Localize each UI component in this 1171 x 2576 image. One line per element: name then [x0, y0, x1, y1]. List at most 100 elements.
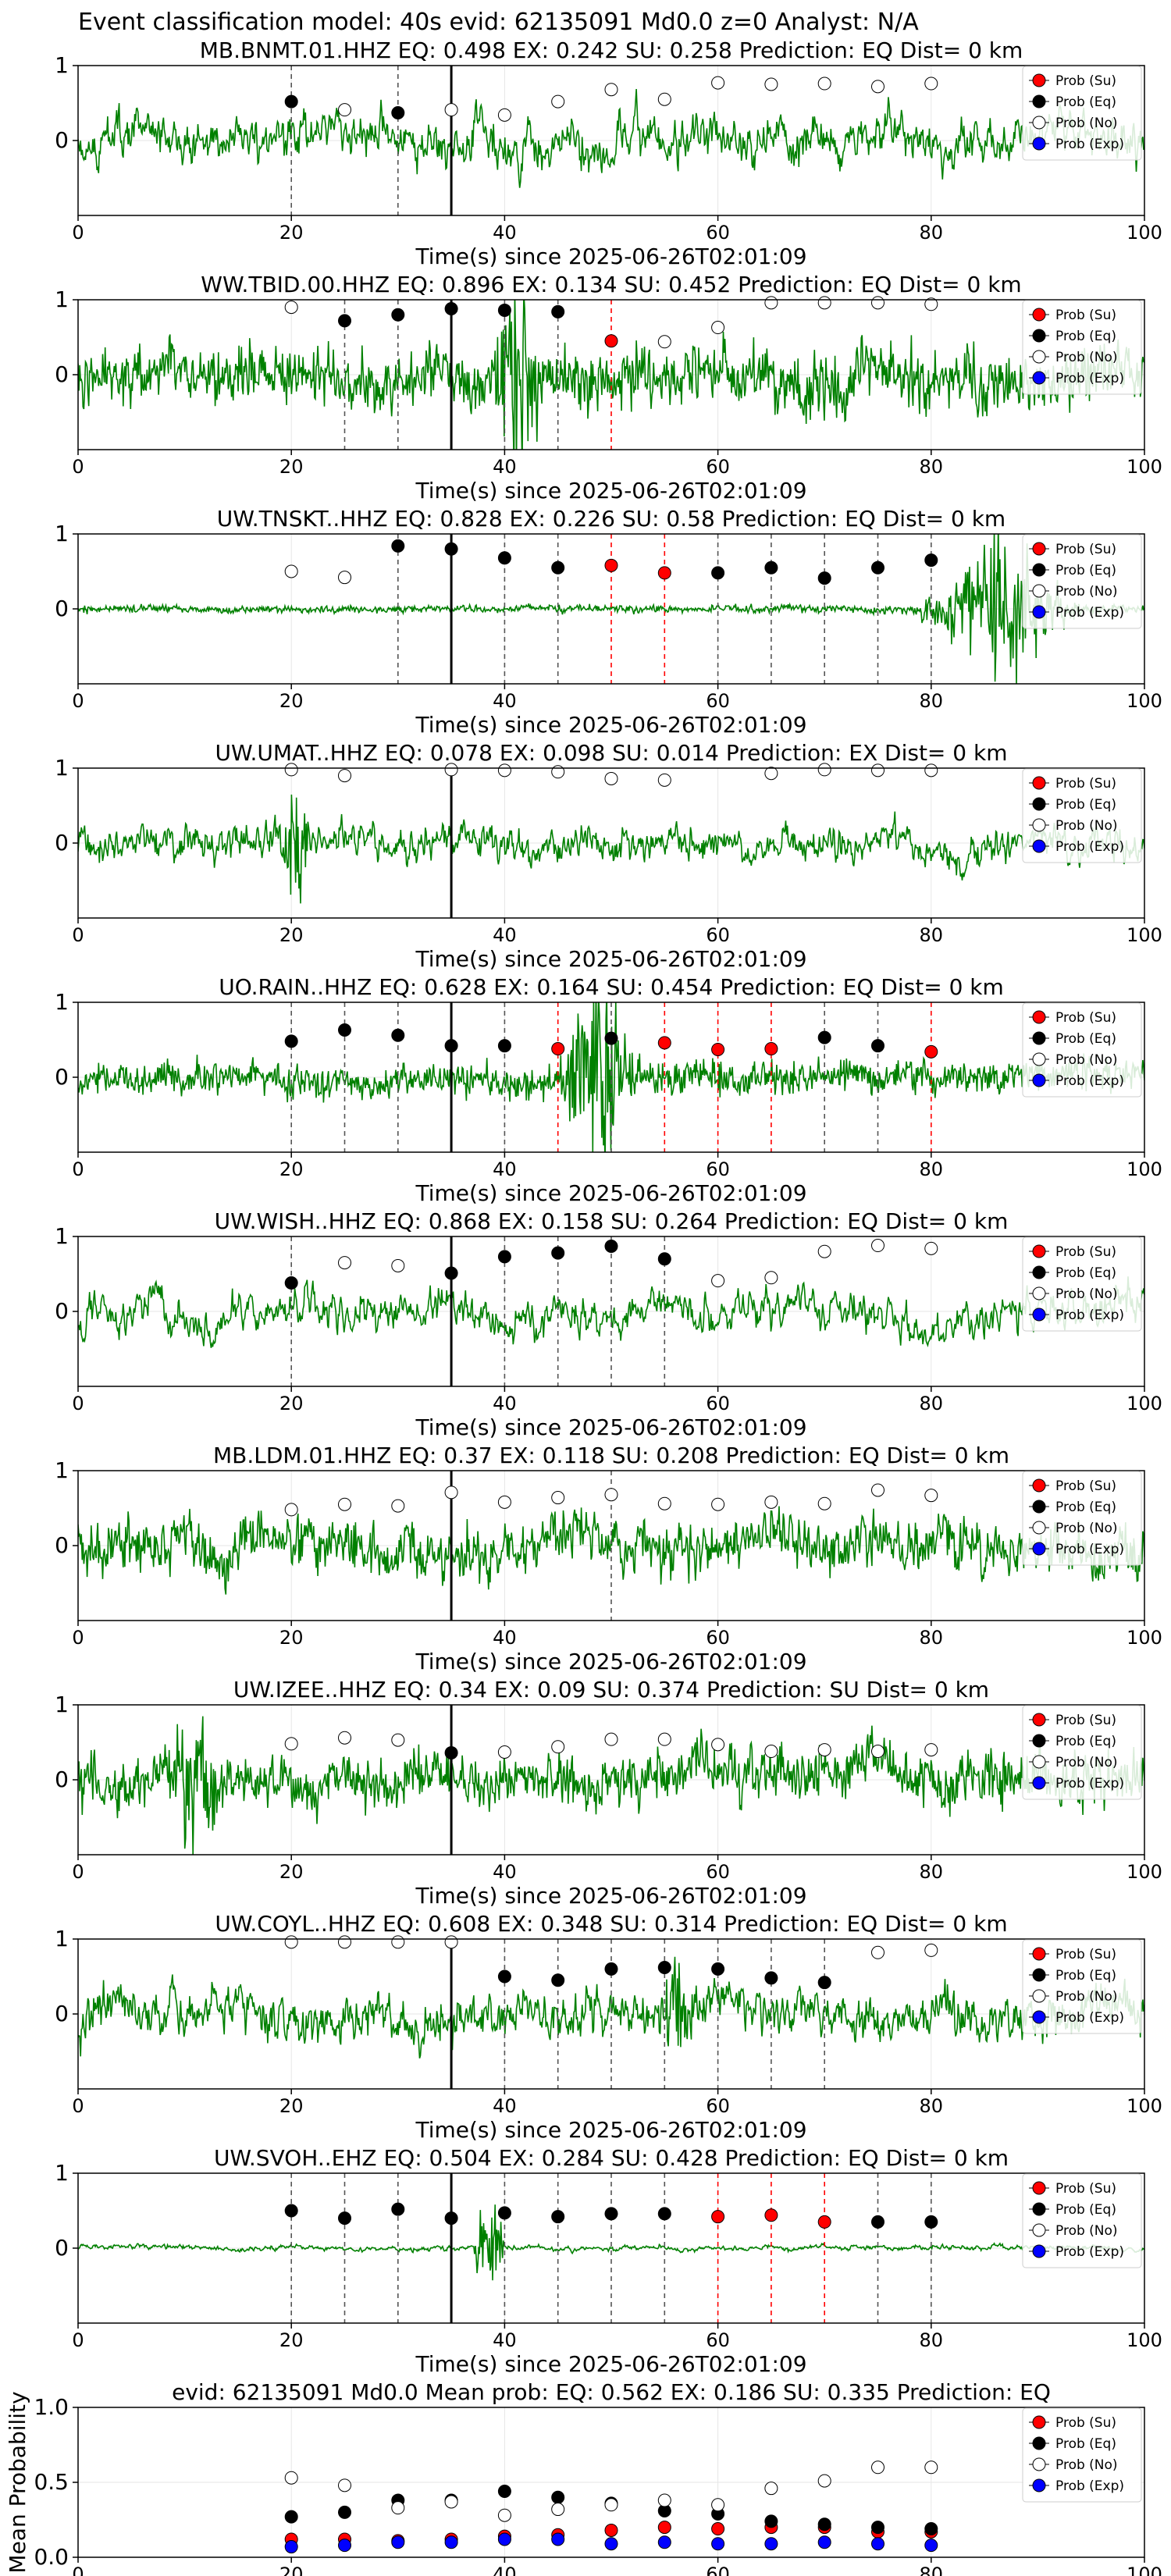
y-axis-label: Mean Probability — [5, 2391, 30, 2573]
marker-no — [764, 767, 778, 781]
y-tick-label: 1 — [55, 1926, 69, 1952]
marker-eq — [711, 566, 725, 580]
x-tick-label: 100 — [1127, 222, 1162, 244]
x-tick-label: 100 — [1127, 1861, 1162, 1883]
x-tick-label: 60 — [706, 690, 730, 712]
legend-marker-eq — [1032, 2436, 1046, 2450]
legend-label-eq: Prob (Eq) — [1055, 563, 1116, 578]
x-tick-label: 20 — [279, 1861, 304, 1883]
legend-marker-no — [1032, 584, 1046, 598]
marker-eq — [817, 571, 831, 585]
y-tick-label: 0 — [55, 596, 69, 621]
axes-frame — [77, 1002, 1145, 1153]
legend-label-su: Prob (Su) — [1055, 1713, 1116, 1728]
marker-eq — [604, 2207, 618, 2221]
x-axis-label: Time(s) since 2025-06-26T02:01:09 — [415, 244, 806, 269]
x-tick-label: 100 — [1127, 1393, 1162, 1414]
marker-eq — [391, 539, 405, 553]
marker-no — [817, 763, 831, 777]
legend-label-su: Prob (Su) — [1055, 776, 1116, 792]
mean-marker-su — [604, 2523, 618, 2537]
legend-label-no: Prob (No) — [1055, 1989, 1118, 2005]
x-tick-label: 40 — [493, 690, 517, 712]
legend-box — [1022, 1236, 1142, 1332]
legend-label-exp: Prob (Exp) — [1055, 2244, 1124, 2260]
x-tick-label: 40 — [493, 222, 517, 244]
mean-marker-exp — [924, 2539, 938, 2553]
legend-marker-su — [1032, 73, 1046, 87]
marker-no — [551, 1740, 565, 1754]
x-tick-label: 0 — [72, 924, 84, 946]
x-axis-label: Time(s) since 2025-06-26T02:01:09 — [415, 1649, 806, 1674]
legend-marker-no — [1032, 1521, 1046, 1535]
legend-marker-no — [1032, 2457, 1046, 2471]
marker-eq — [444, 2211, 458, 2226]
marker-no — [604, 771, 618, 785]
figure-title: Event classification model: 40s evid: 62… — [78, 9, 919, 36]
marker-eq — [551, 560, 565, 575]
legend-label-exp: Prob (Exp) — [1055, 137, 1124, 152]
x-tick-label: 40 — [493, 1627, 517, 1649]
marker-eq — [497, 1969, 511, 1984]
x-tick-label: 60 — [706, 2095, 730, 2117]
legend-label-eq: Prob (Eq) — [1055, 1031, 1116, 1047]
marker-eq — [764, 1971, 778, 1985]
x-tick-label: 80 — [920, 2329, 944, 2351]
waveform-trace — [78, 1276, 1144, 1348]
x-tick-label: 80 — [920, 1861, 944, 1883]
marker-eq — [284, 2204, 298, 2218]
marker-no — [657, 335, 671, 349]
y-tick-label: 1.0 — [34, 2394, 69, 2420]
x-tick-label: 20 — [279, 222, 304, 244]
marker-su — [817, 2215, 831, 2229]
x-tick-label: 80 — [920, 456, 944, 478]
legend-marker-no — [1032, 818, 1046, 832]
x-tick-label: 40 — [493, 2564, 517, 2576]
mean-marker-no — [391, 2501, 405, 2515]
x-tick-label: 20 — [279, 1393, 304, 1414]
legend-label-exp: Prob (Exp) — [1055, 371, 1124, 386]
legend-marker-no — [1032, 1755, 1046, 1769]
y-tick-label: 0 — [55, 1298, 69, 1324]
panel-8: UW.IZEE..HHZ EQ: 0.34 EX: 0.09 SU: 0.374… — [55, 1677, 1162, 1909]
x-tick-label: 100 — [1127, 1158, 1162, 1180]
x-tick-label: 40 — [493, 924, 517, 946]
legend-box — [1022, 2407, 1142, 2503]
legend-marker-su — [1032, 2181, 1046, 2195]
marker-no — [817, 1244, 831, 1258]
marker-eq — [497, 1039, 511, 1053]
panel-title: MB.LDM.01.HHZ EQ: 0.37 EX: 0.118 SU: 0.2… — [213, 1443, 1009, 1468]
marker-eq — [497, 2206, 511, 2220]
x-tick-label: 80 — [920, 2095, 944, 2117]
marker-no — [551, 94, 565, 109]
panel-title: UW.IZEE..HHZ EQ: 0.34 EX: 0.09 SU: 0.374… — [233, 1677, 989, 1703]
marker-eq — [284, 1034, 298, 1048]
legend-marker-exp — [1032, 371, 1046, 385]
marker-no — [604, 83, 618, 97]
marker-eq — [551, 304, 565, 318]
x-tick-label: 20 — [279, 456, 304, 478]
marker-eq — [604, 1962, 618, 1976]
panel-11: evid: 62135091 Md0.0 Mean prob: EQ: 0.56… — [5, 2379, 1162, 2576]
marker-su — [764, 1042, 778, 1056]
y-tick-label: 0 — [55, 1532, 69, 1558]
x-tick-label: 60 — [706, 1861, 730, 1883]
legend-box — [1022, 2173, 1142, 2268]
marker-no — [871, 1945, 884, 1959]
marker-eq — [444, 542, 458, 556]
y-tick-label: 1 — [55, 755, 69, 781]
mean-marker-eq — [551, 2490, 565, 2504]
marker-no — [924, 1743, 938, 1757]
x-tick-label: 0 — [72, 2564, 84, 2576]
mean-marker-no — [551, 2503, 565, 2517]
mean-marker-su — [657, 2521, 671, 2535]
panel-4: UW.UMAT..HHZ EQ: 0.078 EX: 0.098 SU: 0.0… — [55, 740, 1162, 972]
marker-eq — [497, 1250, 511, 1264]
marker-eq — [444, 1039, 458, 1053]
marker-eq — [817, 1030, 831, 1044]
x-axis-label: Time(s) since 2025-06-26T02:01:09 — [415, 1180, 806, 1206]
x-tick-label: 60 — [706, 1158, 730, 1180]
x-tick-label: 20 — [279, 924, 304, 946]
x-tick-label: 100 — [1127, 1627, 1162, 1649]
x-axis-label: Time(s) since 2025-06-26T02:01:09 — [415, 1883, 806, 1909]
